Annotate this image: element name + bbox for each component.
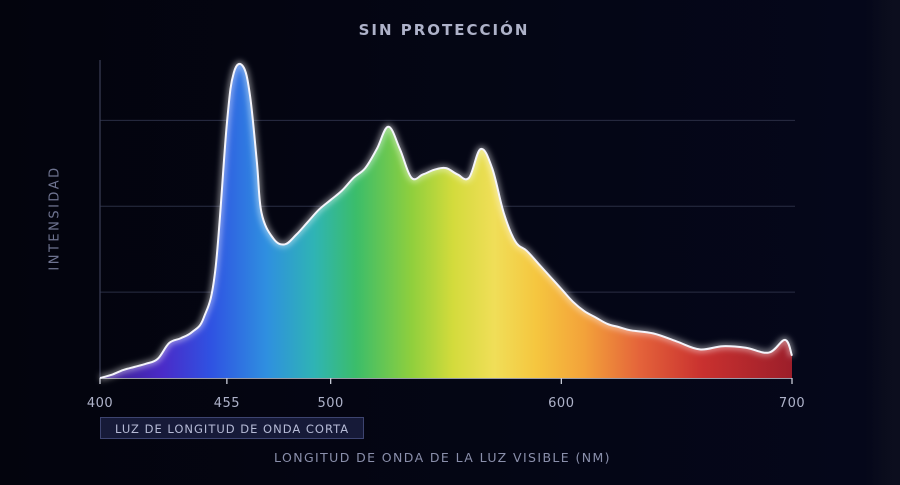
x-axis-label: LONGITUD DE ONDA DE LA LUZ VISIBLE (NM) [274,450,611,465]
x-tick-labels: 400 455 500 600 700 [87,396,805,411]
spectrum-line [99,62,793,379]
spectrum-area [100,63,792,378]
short-wavelength-label: LUZ DE LONGITUD DE ONDA CORTA [100,417,364,439]
x-tick-label: 700 [779,396,805,411]
x-tick-label: 500 [318,396,344,411]
chart-title: SIN PROTECCIÓN [358,21,530,39]
x-tick-label: 600 [548,396,574,411]
x-tick-label: 455 [214,396,240,411]
edge-shade [870,0,900,485]
x-tick-label: 400 [87,396,113,411]
series-group [99,60,795,381]
